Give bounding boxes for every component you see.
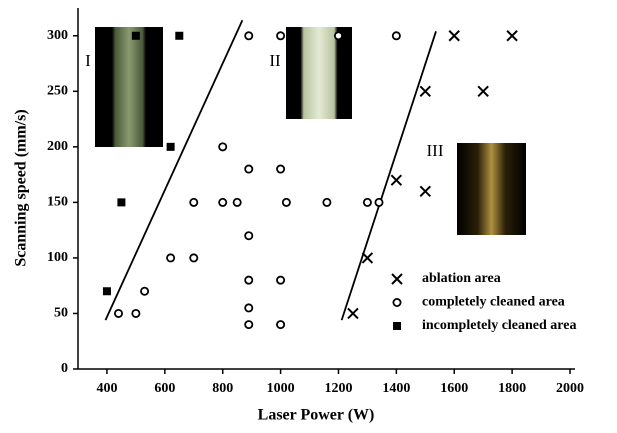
annotation: II [269, 51, 281, 70]
boundary-line [104, 19, 244, 321]
point [244, 303, 254, 313]
photo [286, 27, 352, 119]
y-tick-label: 0 [61, 361, 68, 376]
legend-label: incompletely cleaned area [422, 318, 577, 333]
point [390, 174, 403, 186]
point [244, 231, 254, 241]
point [244, 320, 254, 330]
y-tick-label: 50 [54, 306, 68, 321]
point [244, 275, 254, 285]
legend-label: ablation area [422, 271, 501, 286]
point [232, 197, 242, 207]
point [114, 308, 124, 318]
point [175, 31, 184, 40]
point [276, 31, 286, 41]
point [391, 31, 401, 41]
point [189, 253, 199, 263]
legend-marker [391, 273, 403, 285]
y-tick-label: 200 [47, 139, 68, 154]
point [419, 185, 432, 197]
x-tick-label: 1800 [498, 381, 526, 396]
x-tick-label: 1200 [324, 381, 352, 396]
annotation: III [427, 141, 444, 160]
point [477, 85, 489, 98]
point [131, 31, 140, 40]
y-tick-label: 100 [47, 250, 68, 265]
point [506, 30, 518, 42]
point [361, 252, 374, 264]
y-tick-label: 300 [47, 28, 68, 43]
point [347, 307, 359, 320]
x-tick-label: 1600 [440, 381, 468, 396]
point [362, 197, 372, 207]
x-tick-label: 600 [154, 381, 175, 396]
point [189, 197, 199, 207]
x-tick-label: 800 [212, 381, 233, 396]
point [419, 85, 432, 98]
photo [95, 27, 163, 147]
point [140, 286, 150, 296]
x-tick-label: 2000 [556, 381, 584, 396]
point [218, 142, 228, 152]
point [374, 197, 384, 207]
point [244, 31, 254, 41]
legend-marker [393, 322, 401, 330]
legend-label: completely cleaned area [422, 295, 565, 310]
point [448, 30, 460, 42]
point [102, 287, 111, 296]
photo [457, 143, 526, 235]
x-tick-label: 400 [96, 381, 117, 396]
y-axis-title: Scanning speed (mm/s) [13, 109, 30, 266]
y-tick-label: 250 [47, 84, 68, 99]
point [166, 253, 176, 263]
point [218, 197, 228, 207]
point [131, 308, 141, 318]
point [166, 142, 175, 151]
point [276, 275, 286, 285]
point [281, 197, 291, 207]
point [117, 198, 126, 207]
point [276, 320, 286, 330]
boundary-line [340, 31, 437, 321]
point [276, 164, 286, 174]
legend-marker [392, 297, 402, 307]
annotation: I [85, 51, 91, 70]
x-tick-label: 1000 [267, 381, 295, 396]
point [244, 164, 254, 174]
x-tick-label: 1400 [382, 381, 410, 396]
point [333, 31, 343, 41]
x-axis-title: Laser Power (W) [258, 407, 375, 424]
y-tick-label: 150 [47, 195, 68, 210]
point [322, 197, 332, 207]
